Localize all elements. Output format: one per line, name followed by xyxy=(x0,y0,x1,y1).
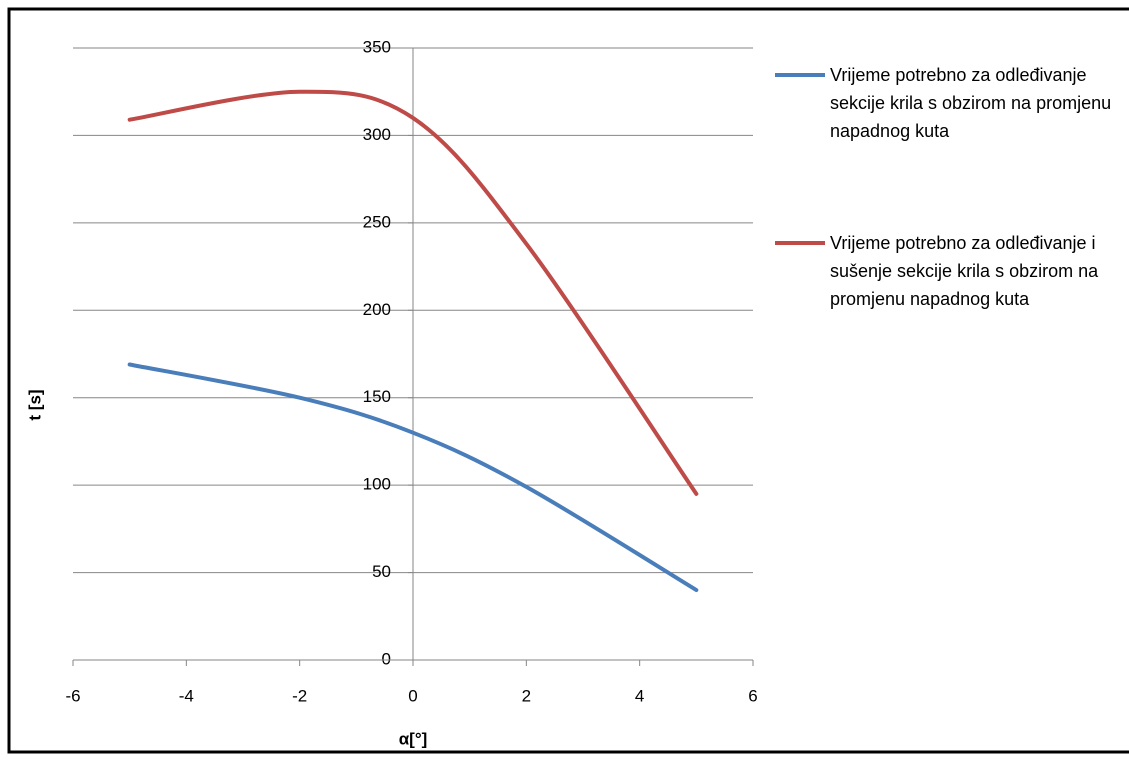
x-tick-label: -2 xyxy=(292,686,307,705)
x-tick-label: -6 xyxy=(65,686,80,705)
y-tick-label: 100 xyxy=(363,475,391,494)
x-tick-label: 4 xyxy=(635,686,644,705)
x-tick-label: -4 xyxy=(179,686,194,705)
series-line xyxy=(127,89,699,496)
legend-label: Vrijeme potrebno za odleđivanje i sušenj… xyxy=(830,233,1099,309)
y-tick-label: 50 xyxy=(372,562,391,581)
y-tick-label: 150 xyxy=(363,387,391,406)
x-tick-label: 2 xyxy=(522,686,531,705)
series-line xyxy=(127,362,699,593)
y-tick-label: 300 xyxy=(363,125,391,144)
y-axis-title: t [s] xyxy=(25,389,44,420)
x-tick-label: 0 xyxy=(408,686,417,705)
y-tick-label: 200 xyxy=(363,300,391,319)
chart-border xyxy=(7,7,1129,754)
x-tick-label: 6 xyxy=(748,686,757,705)
y-tick-label: 250 xyxy=(363,212,391,231)
legend-label: Vrijeme potrebno za odleđivanje sekcije … xyxy=(830,65,1112,141)
x-axis-title: α[°] xyxy=(399,729,428,748)
y-tick-label: 0 xyxy=(382,649,391,668)
y-tick-label: 350 xyxy=(363,37,391,56)
